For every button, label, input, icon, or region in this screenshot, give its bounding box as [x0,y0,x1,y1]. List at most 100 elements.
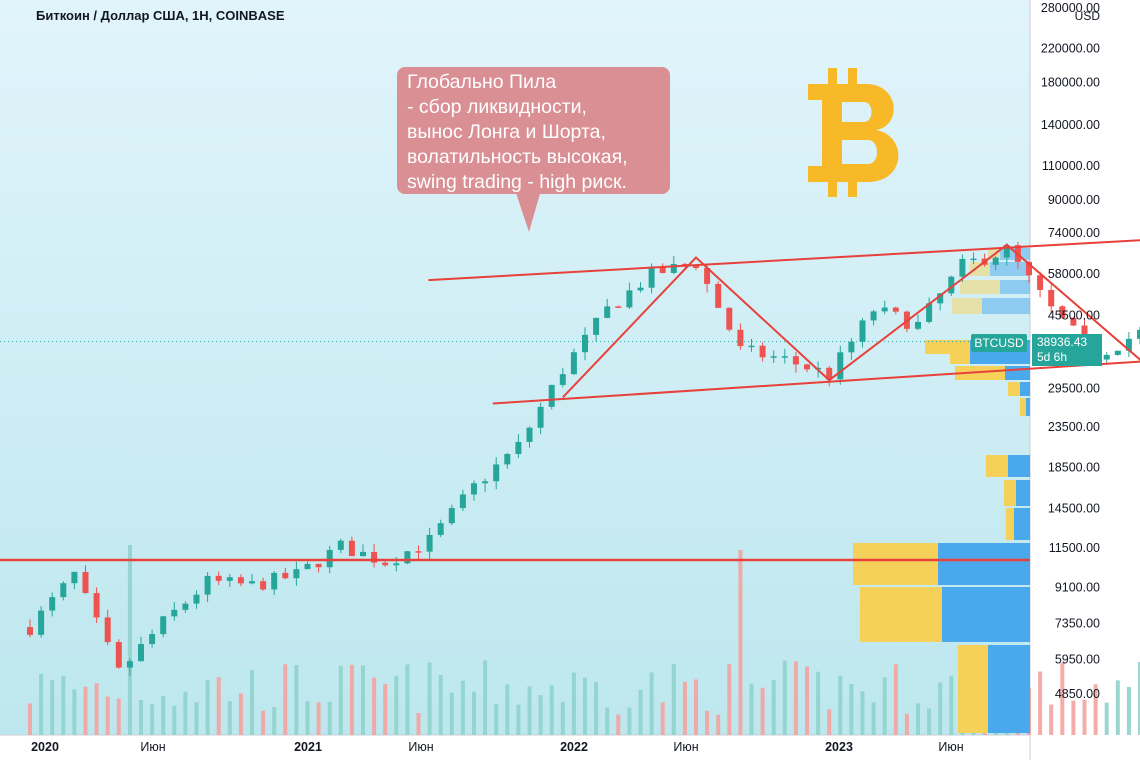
volume-bar [327,701,332,735]
volume-bar [1138,661,1140,735]
price-tick-label: 74000.00 [1048,226,1100,240]
candle-body [948,276,955,294]
currency-label: USD [1075,9,1101,23]
volume-profile-buy [1006,508,1014,540]
volume-profile-sell [988,645,1030,733]
candle-body [648,266,655,288]
volume-bar [660,702,665,735]
candle-body [670,263,677,273]
volume-bar [338,665,343,735]
candle-body [471,483,477,495]
volume-bar [638,689,643,735]
volume-bar [904,713,909,735]
candle-body [704,268,711,284]
time-tick-label: 2021 [294,740,322,754]
volume-bar [782,660,787,735]
candle-body [992,257,999,265]
volume-bar [405,664,410,735]
candle-body [715,283,722,308]
price-tick-label: 58000.00 [1048,267,1100,281]
volume-bar [860,691,865,735]
candle-body [215,575,222,581]
candle-body [459,494,466,509]
volume-bar [938,682,943,735]
volume-profile-buy [1020,398,1026,416]
volume-bar [50,680,55,735]
price-tick-label: 5950.00 [1055,652,1100,666]
volume-bar [1082,699,1087,735]
candle-body [237,577,244,584]
volume-bar [1071,700,1076,735]
volume-bar [361,665,365,735]
volume-bar [494,704,499,735]
price-tick-label: 29500.00 [1048,382,1100,396]
volume-bar [682,681,687,735]
price-tick-label: 7350.00 [1055,617,1100,631]
volume-bar [116,698,121,735]
annotation-line: Глобально Пила [407,71,557,93]
volume-bar [105,696,110,735]
price-tick-label: 18500.00 [1048,460,1100,474]
last-price-tag: 38936.43 5d 6h [1032,334,1102,366]
volume-bar [949,675,954,735]
volume-bar [316,702,321,735]
volume-profile-buy [960,280,1000,294]
volume-bar [549,685,554,735]
time-tick-label: 2023 [825,740,853,754]
price-tick-label: 110000.00 [1042,159,1100,173]
volume-bar [28,703,32,735]
chart-title: Биткоин / Доллар США, 1H, COINBASE [36,8,285,23]
candle-body [659,266,666,273]
candle-body [204,575,211,595]
candle-body [870,311,877,321]
volume-bar [605,707,610,735]
candle-body [837,352,844,380]
time-tick-label: 2022 [560,740,588,754]
candle-body [1003,245,1010,258]
candle-body [804,364,810,370]
candle-body [371,551,378,563]
candle-body [226,577,233,581]
volume-bar [871,702,876,735]
axes: 280000.00 220000.00 180000.00 140000.00 1100… [31,1,1100,754]
price-tick-label: 140000.00 [1041,118,1100,132]
volume-bar [216,677,221,735]
volume-profile-sell [1000,280,1030,294]
volume-bar [927,708,932,735]
volume-bar [472,691,476,735]
price-tick-label: 220000.00 [1041,42,1100,56]
volume-bar [1126,686,1131,735]
volume-bar [394,675,399,735]
volume-bar [571,672,576,735]
volume-profile-buy [853,543,938,585]
volume-bar [194,702,199,735]
callout-pointer [515,190,541,232]
candle-body [892,307,899,312]
price-tick-label: 23500.00 [1048,420,1100,434]
volume-bar [538,695,543,735]
volume-bar [516,704,521,735]
candle-body [337,540,344,550]
ticker-badge[interactable]: BTCUSD [971,334,1027,352]
candle-body [593,317,600,335]
volume-profile-buy [958,645,988,733]
volume-bar [849,684,854,735]
candle-body [482,481,489,484]
annotation-line: swing trading - high риск. [407,171,627,193]
candle-body [637,287,644,291]
volume-profile-sell [938,543,1030,585]
annotation-callout[interactable]: Глобально Пила - сбор ликвидности, вынос… [397,67,670,194]
candle-body [27,627,33,635]
candle-body [126,661,133,668]
candle-body [826,367,833,380]
volume-bar [893,664,898,735]
volume-bar [694,679,698,735]
time-tick-label: Июн [408,740,433,754]
volume-bar [705,710,710,735]
candle-body [271,572,278,590]
volume-bar [150,704,155,735]
volume-bar [205,680,210,735]
candle-body [770,356,777,358]
volume-bar [882,677,887,735]
